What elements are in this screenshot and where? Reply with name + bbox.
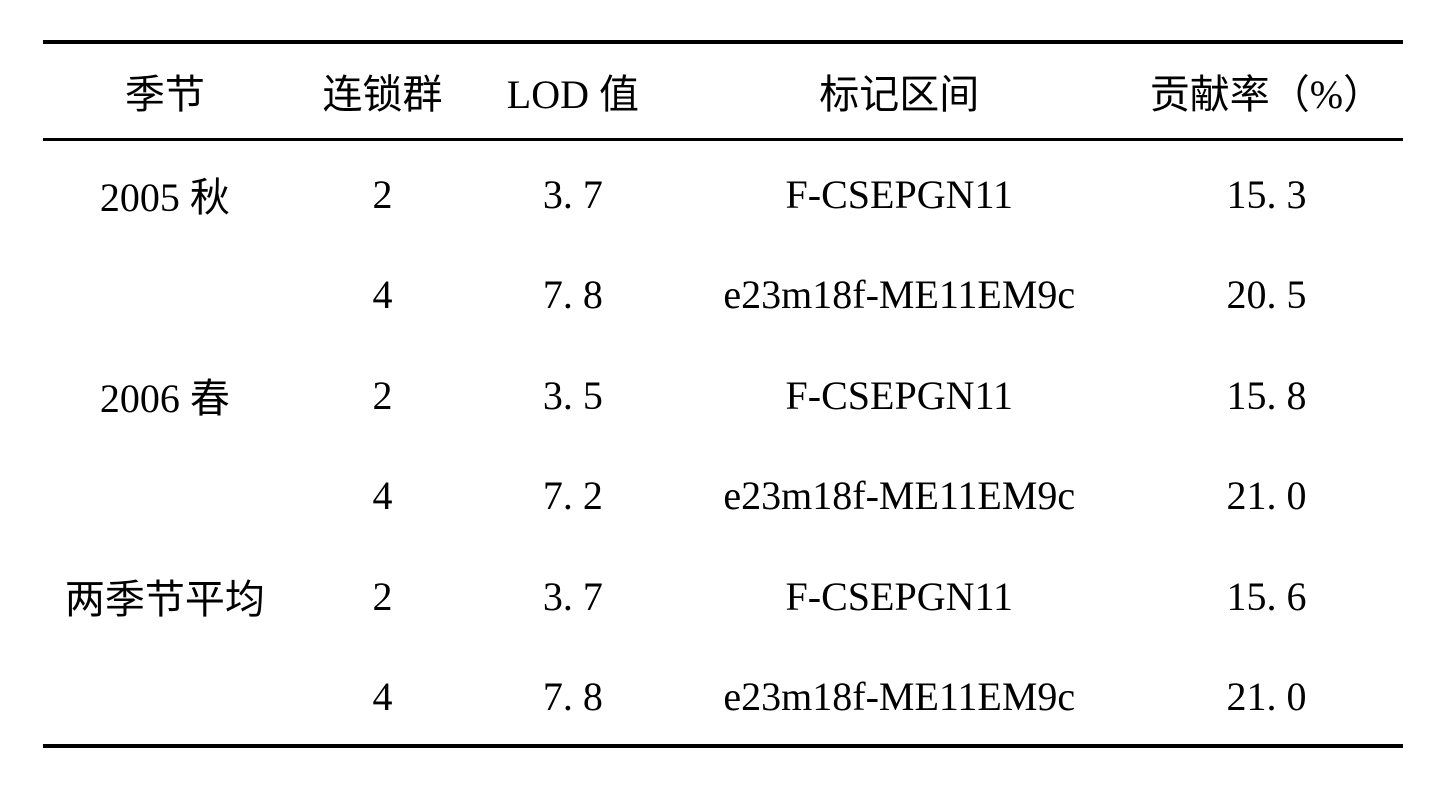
col-header-season: 季节 (43, 42, 288, 140)
cell-lod: 7. 8 (478, 247, 668, 342)
cell-lod: 7. 8 (478, 649, 668, 746)
table-header-row: 季节 连锁群 LOD 值 标记区间 贡献率（%） (43, 42, 1403, 140)
cell-contrib: 15. 6 (1130, 543, 1402, 649)
cell-linkage: 2 (287, 543, 477, 649)
qtl-data-table-container: 季节 连锁群 LOD 值 标记区间 贡献率（%） 2005 秋 2 3. 7 F… (43, 40, 1403, 748)
cell-marker: e23m18f-ME11EM9c (668, 448, 1130, 543)
cell-contrib: 21. 0 (1130, 448, 1402, 543)
cell-linkage: 2 (287, 140, 477, 248)
cell-season: 2005 秋 (43, 140, 288, 248)
cell-season (43, 448, 288, 543)
cell-season: 2006 春 (43, 342, 288, 448)
cell-lod: 7. 2 (478, 448, 668, 543)
cell-marker: e23m18f-ME11EM9c (668, 649, 1130, 746)
qtl-data-table: 季节 连锁群 LOD 值 标记区间 贡献率（%） 2005 秋 2 3. 7 F… (43, 40, 1403, 748)
table-row: 4 7. 2 e23m18f-ME11EM9c 21. 0 (43, 448, 1403, 543)
cell-marker: F-CSEPGN11 (668, 543, 1130, 649)
table-row: 4 7. 8 e23m18f-ME11EM9c 20. 5 (43, 247, 1403, 342)
cell-linkage: 4 (287, 247, 477, 342)
table-row: 2006 春 2 3. 5 F-CSEPGN11 15. 8 (43, 342, 1403, 448)
cell-contrib: 20. 5 (1130, 247, 1402, 342)
table-body: 2005 秋 2 3. 7 F-CSEPGN11 15. 3 4 7. 8 e2… (43, 140, 1403, 747)
cell-lod: 3. 7 (478, 543, 668, 649)
cell-marker: e23m18f-ME11EM9c (668, 247, 1130, 342)
table-row: 4 7. 8 e23m18f-ME11EM9c 21. 0 (43, 649, 1403, 746)
table-row: 两季节平均 2 3. 7 F-CSEPGN11 15. 6 (43, 543, 1403, 649)
col-header-contrib: 贡献率（%） (1130, 42, 1402, 140)
table-row: 2005 秋 2 3. 7 F-CSEPGN11 15. 3 (43, 140, 1403, 248)
cell-linkage: 4 (287, 649, 477, 746)
cell-marker: F-CSEPGN11 (668, 140, 1130, 248)
cell-marker: F-CSEPGN11 (668, 342, 1130, 448)
cell-season: 两季节平均 (43, 543, 288, 649)
col-header-marker: 标记区间 (668, 42, 1130, 140)
cell-lod: 3. 5 (478, 342, 668, 448)
cell-contrib: 15. 8 (1130, 342, 1402, 448)
cell-contrib: 15. 3 (1130, 140, 1402, 248)
cell-lod: 3. 7 (478, 140, 668, 248)
cell-season (43, 649, 288, 746)
col-header-linkage: 连锁群 (287, 42, 477, 140)
cell-linkage: 2 (287, 342, 477, 448)
cell-contrib: 21. 0 (1130, 649, 1402, 746)
col-header-lod: LOD 值 (478, 42, 668, 140)
cell-season (43, 247, 288, 342)
cell-linkage: 4 (287, 448, 477, 543)
